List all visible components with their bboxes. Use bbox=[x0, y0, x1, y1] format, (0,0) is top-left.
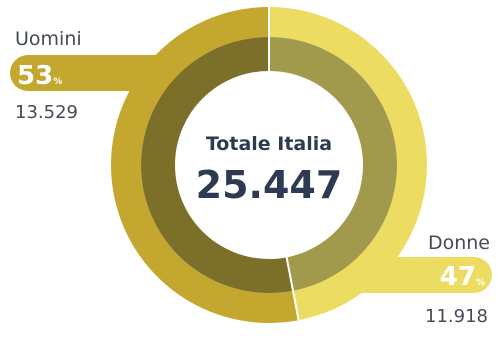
uomini-label: Uomini bbox=[15, 28, 82, 50]
uomini-inner-slice bbox=[140, 37, 293, 293]
donne-percent: 47% bbox=[440, 262, 485, 292]
center-title: Totale Italia bbox=[206, 133, 332, 155]
donne-percent-value: 47 bbox=[440, 262, 476, 292]
donne-inner-slice bbox=[269, 37, 397, 291]
uomini-percent-sign: % bbox=[53, 77, 62, 87]
uomini-percent: 53% bbox=[17, 61, 62, 91]
slice-separator-bottom bbox=[285, 256, 300, 321]
center-total: 25.447 bbox=[196, 163, 343, 207]
uomini-count: 13.529 bbox=[15, 102, 78, 123]
center-hole bbox=[175, 71, 363, 259]
donne-label: Donne bbox=[428, 232, 490, 254]
donne-count: 11.918 bbox=[425, 306, 488, 327]
donne-outer-slice bbox=[269, 7, 428, 321]
uomini-outer-slice bbox=[111, 7, 299, 323]
uomini-percent-value: 53 bbox=[17, 61, 53, 91]
donne-percent-sign: % bbox=[476, 278, 485, 288]
